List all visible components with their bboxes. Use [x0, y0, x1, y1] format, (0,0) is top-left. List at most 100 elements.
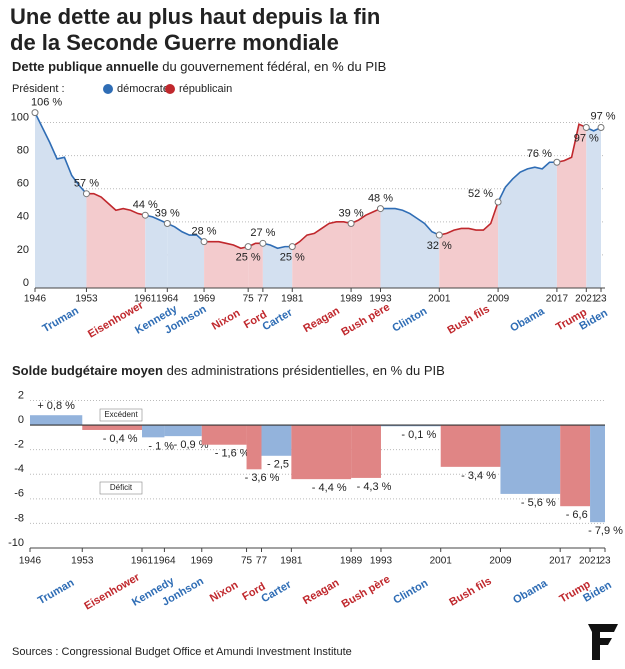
x-tick-label: 2001 — [430, 556, 453, 567]
data-point — [376, 205, 384, 213]
annotation: Excédent — [104, 410, 138, 419]
value-label: 106 % — [31, 97, 62, 109]
x-tick-label: 23 — [599, 556, 611, 567]
president-name: Clinton — [391, 577, 430, 606]
area — [498, 162, 557, 288]
bar — [500, 425, 561, 494]
logo — [588, 624, 618, 660]
y-tick-label: -8 — [14, 512, 24, 524]
president-name: Reagan — [301, 305, 342, 335]
y-tick-label: 0 — [18, 414, 24, 426]
y-tick-label: 0 — [23, 277, 29, 289]
data-point — [597, 124, 605, 132]
line — [291, 221, 352, 248]
bar — [30, 415, 83, 426]
area — [167, 223, 205, 288]
area — [145, 215, 168, 288]
value-label: 76 % — [527, 148, 552, 160]
data-point — [31, 109, 39, 117]
subtitle-bold: Solde budgétaire moyen — [12, 363, 163, 378]
area — [35, 112, 87, 288]
president-name: Nixon — [210, 307, 243, 333]
y-tick-label: 20 — [17, 244, 29, 256]
y-tick-label: 60 — [17, 178, 29, 190]
data-point — [582, 124, 590, 132]
x-tick-label: 2017 — [546, 294, 569, 305]
data-point — [163, 219, 171, 227]
president-name: Clinton — [390, 305, 429, 334]
data-point — [553, 158, 561, 166]
value-label: + 0,8 % — [37, 400, 75, 412]
value-label: - 0,4 % — [103, 433, 138, 445]
data-point — [494, 198, 502, 206]
line — [497, 161, 557, 203]
data-point — [347, 219, 355, 227]
x-tick-label: 1953 — [75, 294, 98, 305]
x-tick-label: 2009 — [487, 294, 510, 305]
area — [586, 127, 601, 288]
bar — [261, 425, 292, 456]
line — [262, 242, 293, 250]
title-line: Une dette au plus haut depuis la fin — [10, 4, 380, 29]
subtitle-bold: Dette publique annuelle — [12, 59, 159, 74]
value-label: 97 % — [574, 132, 599, 144]
value-label: 52 % — [468, 188, 493, 200]
bar — [590, 425, 605, 523]
y-tick-label: 80 — [17, 145, 29, 157]
x-tick-label: 2001 — [428, 294, 451, 305]
annotation: Déficit — [110, 483, 133, 492]
value-label: 48 % — [368, 192, 393, 204]
line — [166, 222, 205, 243]
x-tick-label: 1981 — [281, 294, 304, 305]
value-label: - 4,3 % — [357, 481, 392, 493]
area — [292, 221, 352, 288]
president-name: Bush fils — [447, 575, 493, 609]
x-tick-label: 1969 — [191, 556, 214, 567]
value-label: - 0,1 % — [401, 429, 436, 441]
y-tick-label: 2 — [18, 389, 24, 401]
value-label: - 4,4 % — [312, 482, 347, 494]
x-tick-label: 23 — [595, 294, 607, 305]
x-tick-label: 1989 — [340, 556, 363, 567]
value-label: - 0,9 % — [174, 439, 209, 451]
legend-entry: démocrate — [117, 83, 169, 95]
subtitle-rest: du gouvernement fédéral, en % du PIB — [159, 59, 387, 74]
line — [86, 192, 146, 216]
data-point — [141, 211, 149, 219]
value-label: 25 % — [236, 252, 261, 264]
bar — [380, 425, 441, 427]
president-name: Eisenhower — [82, 571, 142, 613]
x-tick-label: 1953 — [71, 556, 94, 567]
data-point — [82, 190, 90, 198]
value-label: 25 % — [280, 252, 305, 264]
president-name: Obama — [508, 305, 547, 334]
president-name: Carter — [260, 306, 295, 333]
area — [556, 124, 587, 288]
x-tick-label: 2021 — [579, 556, 602, 567]
president-name: Reagan — [301, 577, 342, 607]
x-tick-label: 1993 — [370, 556, 393, 567]
line — [145, 214, 168, 225]
value-label: - 7,9 % — [588, 525, 623, 537]
y-tick-label: -6 — [14, 488, 24, 500]
y-tick-label: -2 — [14, 439, 24, 451]
y-tick-label: 40 — [17, 211, 29, 223]
value-label: - 5,6 % — [521, 497, 556, 509]
data-point — [288, 243, 296, 251]
annotation-box — [99, 408, 143, 422]
president-name: Bush père — [340, 573, 393, 610]
president-name: Bush fils — [446, 303, 492, 337]
bar — [201, 425, 247, 445]
x-tick-label: 1964 — [156, 294, 179, 305]
y-tick-label: 100 — [11, 111, 29, 123]
value-label: 44 % — [133, 199, 158, 211]
line — [439, 201, 499, 236]
data-point — [435, 231, 443, 239]
value-label: 28 % — [192, 226, 217, 238]
president-name: Truman — [40, 305, 81, 335]
value-label: 97 % — [590, 110, 615, 122]
subtitle: Dette publique annuelle du gouvernement … — [12, 59, 386, 74]
x-tick-label: 77 — [256, 556, 268, 567]
value-label: 39 % — [339, 207, 364, 219]
x-tick-label: 1989 — [340, 294, 363, 305]
